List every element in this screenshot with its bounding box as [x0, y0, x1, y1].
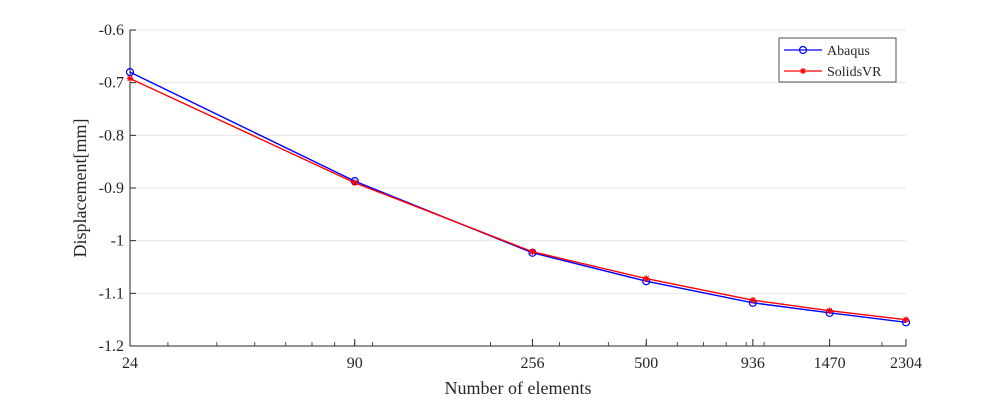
- legend: Abaqus SolidsVR: [778, 37, 897, 83]
- legend-abaqus-marker: [798, 45, 808, 55]
- y-tick-label: -1: [111, 233, 124, 250]
- x-tick-label: 24: [122, 355, 138, 372]
- y-axis-title: Displacement[mm]: [70, 119, 90, 258]
- ticks: -0.6 -0.7 -0.8 -0.9 -1 -1.1 -1.224 90 256 500 936 1…: [99, 22, 922, 372]
- data-point-solidsvr: [643, 275, 650, 282]
- y-tick-label: -1.1: [99, 285, 124, 302]
- x-tick-label: 1470: [814, 355, 846, 372]
- x-tick-label: 500: [634, 355, 658, 372]
- y-tick-label: -0.6: [99, 22, 124, 39]
- data-point-solidsvr: [351, 179, 358, 186]
- x-tick-label: 256: [520, 355, 544, 372]
- data-point-solidsvr: [126, 75, 134, 82]
- data-point-solidsvr: [529, 248, 536, 255]
- data-point-solidsvr: [826, 307, 833, 314]
- legend-solidsvr-marker: [800, 68, 806, 74]
- x-tick-label: 2304: [890, 355, 922, 372]
- legend-abaqus-label: Abaqus: [827, 44, 870, 59]
- x-tick-label: 90: [347, 355, 363, 372]
- y-tick-label: -0.9: [99, 180, 124, 197]
- series: [125, 68, 911, 327]
- y-tick-label: -1.2: [99, 338, 124, 355]
- data-point-solidsvr: [749, 296, 757, 304]
- data-point-solidsvr: [902, 316, 910, 323]
- x-tick-label: 936: [741, 355, 765, 372]
- x-axis-title: Number of elements: [445, 378, 592, 398]
- y-tick-label: -0.8: [99, 127, 124, 144]
- legend-box: [778, 37, 897, 83]
- y-tick-label: -0.7: [99, 75, 124, 92]
- legend-solidsvr-label: SolidsVR: [827, 65, 882, 80]
